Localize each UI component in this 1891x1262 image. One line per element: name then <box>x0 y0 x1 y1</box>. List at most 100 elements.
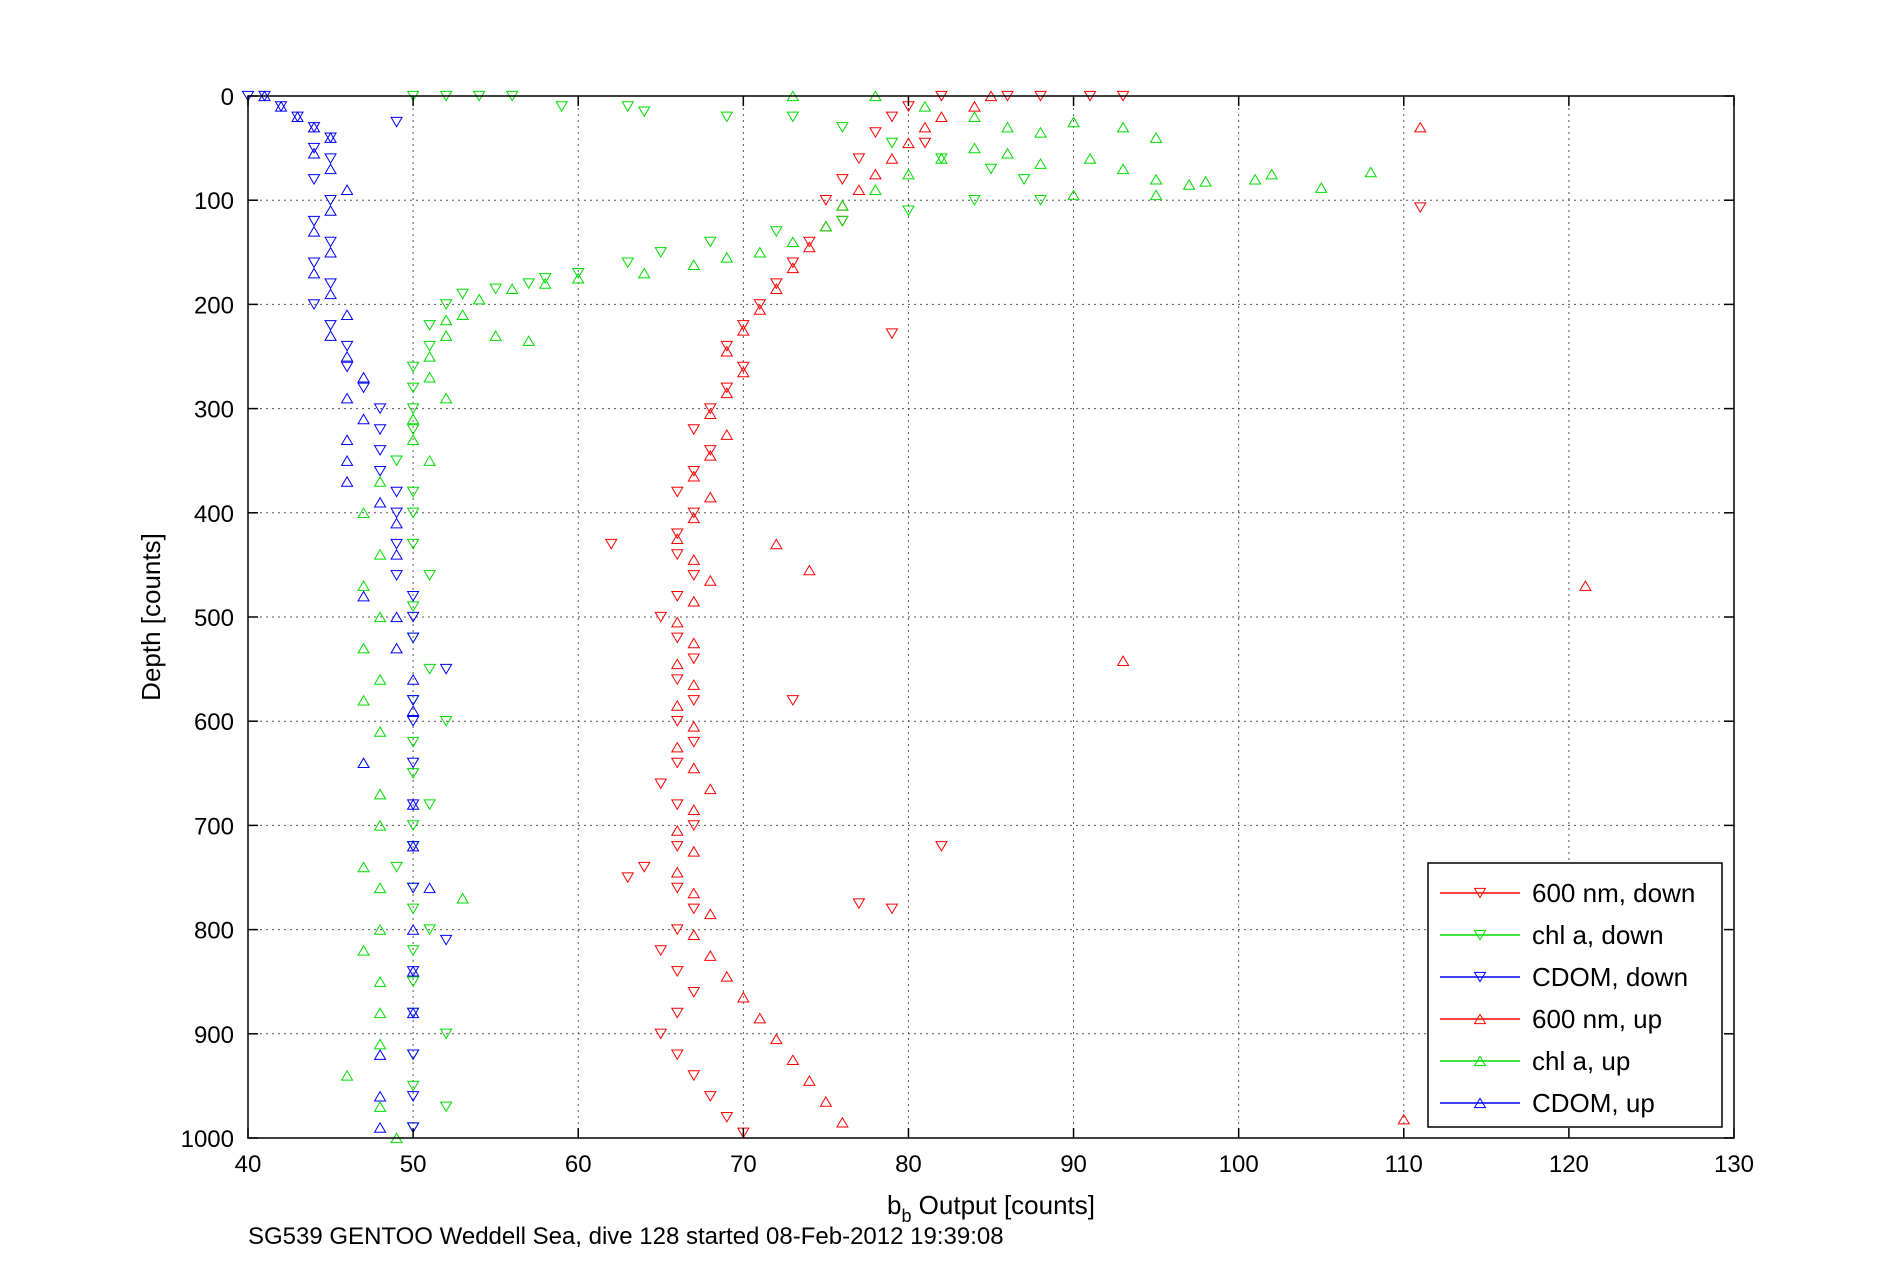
legend-label: 600 nm, down <box>1532 878 1695 908</box>
data-point <box>670 549 684 561</box>
data-point <box>307 267 321 279</box>
data-point <box>1182 178 1196 190</box>
data-point <box>390 507 403 519</box>
data-point <box>687 695 701 707</box>
data-point <box>423 455 436 466</box>
y-tick-label: 300 <box>194 397 234 424</box>
data-point <box>720 428 734 440</box>
data-point <box>736 320 750 331</box>
data-point <box>786 262 800 274</box>
y-tick-label: 400 <box>194 501 234 528</box>
data-point <box>357 590 370 602</box>
data-point <box>390 548 403 560</box>
data-point <box>1116 655 1130 666</box>
data-point <box>1034 195 1047 206</box>
data-point <box>803 1075 816 1086</box>
data-point <box>654 611 668 623</box>
data-point <box>406 632 420 644</box>
data-point <box>1083 152 1097 164</box>
data-point <box>406 840 420 852</box>
data-point <box>406 1122 420 1134</box>
data-point <box>373 673 387 685</box>
data-point <box>373 788 387 800</box>
data-point <box>1116 121 1130 133</box>
data-point <box>324 204 337 216</box>
data-point <box>687 637 701 649</box>
data-point <box>373 1121 387 1133</box>
data-point <box>538 277 552 289</box>
data-point <box>324 329 337 341</box>
data-point <box>423 663 436 675</box>
data-point <box>621 257 635 269</box>
data-point <box>390 486 403 498</box>
data-point <box>621 872 635 884</box>
data-point <box>902 168 915 180</box>
data-point <box>373 819 387 831</box>
data-point <box>324 153 337 165</box>
data-point <box>654 247 668 258</box>
data-point <box>918 100 932 112</box>
data-point <box>390 861 403 873</box>
data-point <box>373 725 387 737</box>
data-point <box>803 241 816 253</box>
y-tick-label: 500 <box>194 605 234 632</box>
data-point <box>373 882 387 894</box>
data-point <box>687 679 701 690</box>
legend-label: CDOM, up <box>1532 1088 1655 1118</box>
data-point <box>687 736 701 748</box>
data-point <box>406 1049 420 1061</box>
data-point <box>357 507 370 518</box>
data-point <box>406 945 420 957</box>
data-point <box>670 616 684 628</box>
data-point <box>340 350 354 362</box>
data-point <box>968 142 981 154</box>
data-point <box>439 299 453 311</box>
data-point <box>670 674 684 686</box>
data-point <box>406 716 420 727</box>
data-point <box>571 267 585 279</box>
data-point <box>1001 147 1014 159</box>
data-point <box>720 345 734 357</box>
data-point <box>786 257 800 269</box>
data-point <box>968 195 981 206</box>
data-point <box>406 882 420 894</box>
data-point <box>1579 580 1592 591</box>
data-point <box>885 328 899 340</box>
data-point <box>439 1028 453 1040</box>
data-point <box>736 324 750 336</box>
data-point <box>406 1080 420 1092</box>
data-point <box>885 137 899 149</box>
data-point <box>1397 1113 1411 1125</box>
data-point <box>753 299 767 311</box>
data-point <box>935 111 948 123</box>
data-point <box>439 392 453 404</box>
series-5 <box>258 90 436 1133</box>
data-point <box>670 716 684 727</box>
data-point <box>406 768 420 779</box>
data-point <box>819 1095 833 1107</box>
data-point <box>423 882 436 894</box>
data-point <box>390 116 403 128</box>
y-tick-label: 100 <box>194 188 234 215</box>
data-point <box>687 820 701 832</box>
data-point <box>489 283 503 295</box>
data-point <box>357 861 370 873</box>
data-point <box>670 658 684 670</box>
data-point <box>307 147 321 159</box>
data-point <box>803 564 816 576</box>
data-point <box>687 986 701 998</box>
x-tick-label: 70 <box>730 1151 757 1178</box>
data-point <box>390 517 403 529</box>
data-point <box>703 908 717 920</box>
data-point <box>406 736 420 748</box>
legend-label: chl a, down <box>1532 920 1664 950</box>
data-point <box>902 205 915 217</box>
legend-marker <box>1473 1097 1487 1109</box>
data-point <box>439 663 453 675</box>
data-point <box>406 382 420 394</box>
series-0 <box>604 90 1427 1139</box>
data-point <box>324 236 337 248</box>
data-point <box>324 163 337 175</box>
data-point <box>1364 166 1378 178</box>
